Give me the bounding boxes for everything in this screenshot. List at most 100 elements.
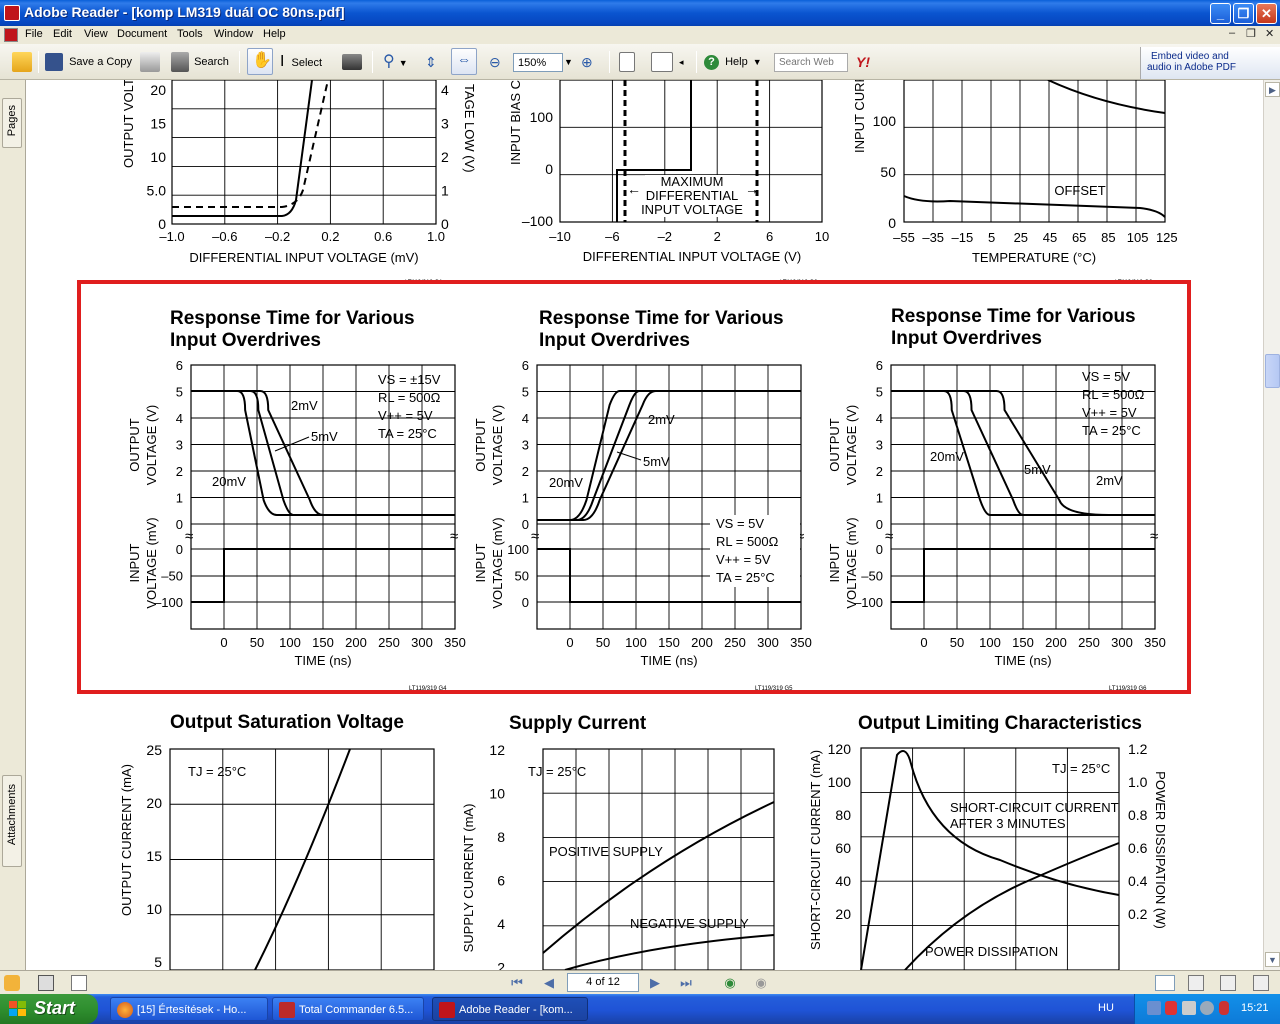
menu-help[interactable]: Help [263, 28, 286, 40]
embed-video-banner[interactable]: Embed video and audio in Adobe PDF [1140, 47, 1280, 79]
zoom-dropdown[interactable]: ▼ [564, 50, 573, 74]
dropdown-arrow-icon: ▼ [398, 58, 408, 68]
arrow-glyph: → [745, 181, 759, 197]
document-info-icon[interactable] [71, 975, 87, 991]
attachments-tab[interactable]: Attachments [2, 775, 22, 867]
menu-document[interactable]: Document [117, 28, 168, 40]
speaker-icon[interactable] [1182, 1001, 1196, 1015]
curve-label: 20mV [549, 475, 583, 490]
document-icon[interactable] [4, 28, 18, 42]
output-response-curve-2mV [537, 390, 801, 521]
first-page-button[interactable]: ⏮ [511, 975, 523, 990]
rotate-button[interactable] [619, 50, 635, 74]
menu-tools[interactable]: Tools [177, 28, 203, 40]
go-back-button[interactable]: ◉ [724, 975, 736, 990]
save-copy-label: Save a Copy [69, 56, 133, 68]
search-button[interactable]: Search [171, 50, 229, 74]
tick-label: 300 [1111, 635, 1133, 650]
bluetooth-icon[interactable] [1219, 1001, 1229, 1015]
menu-edit[interactable]: Edit [53, 28, 72, 40]
tick-label: 1.2 [1128, 741, 1148, 757]
tick-label: –2 [658, 229, 672, 244]
zoom-tool-button[interactable]: ⚲ ▼ [383, 50, 408, 74]
axis-label: DIFFERENTIAL INPUT VOLTAGE (mV) [189, 250, 418, 265]
condition-text: VS = ±15V [378, 372, 441, 387]
single-page-icon[interactable] [1155, 975, 1175, 991]
windows-flag-icon [9, 1001, 26, 1016]
next-page-button[interactable]: ▶ [650, 975, 660, 990]
document-view[interactable]: 20 15 10 5.0 0 4 3 2 1 0 –1.0 –0.6 –0.2 0.2 0.6 1.0 OUTP… [27, 80, 1263, 970]
axis-break: ≈ [450, 528, 458, 545]
condition-text: TJ = 25°C [188, 764, 246, 779]
tick-label: 0 [176, 517, 183, 532]
network-icon[interactable] [1147, 1001, 1161, 1015]
hand-tool-button[interactable]: ✋ [247, 48, 273, 75]
open-button[interactable] [12, 50, 32, 74]
language-indicator[interactable]: HU [1098, 1002, 1114, 1014]
zoom-in-button[interactable]: ⊕ [581, 50, 593, 74]
print-button[interactable] [140, 50, 160, 74]
settings-icon[interactable] [4, 975, 20, 991]
continuous-facing-icon[interactable] [1253, 975, 1269, 991]
annotation-text: DIFFERENTIAL [646, 188, 738, 203]
tick-label: 0 [920, 635, 927, 650]
condition-text: TA = 25°C [716, 570, 775, 585]
condition-text: RL = 500Ω [378, 390, 441, 405]
close-button[interactable]: ✕ [1256, 3, 1277, 24]
previous-page-button[interactable]: ◀ [544, 975, 554, 990]
menu-view[interactable]: View [84, 28, 108, 40]
task-firefox[interactable]: [15] Értesítések - Ho... [110, 997, 268, 1021]
save-copy-button[interactable]: Save a Copy [45, 50, 132, 74]
hardware-icon[interactable] [1200, 1001, 1214, 1015]
tick-label: 100 [507, 542, 529, 557]
minimize-button[interactable]: _ [1210, 3, 1231, 24]
yahoo-button[interactable]: Y! [856, 50, 870, 74]
continuous-icon[interactable] [1188, 975, 1204, 991]
search-web-input[interactable] [774, 53, 848, 72]
shield-icon[interactable] [1165, 1001, 1177, 1015]
doc-minimize-button[interactable]: – [1229, 27, 1236, 39]
axis-label: VOLTAGE (mV) [490, 517, 505, 608]
zoom-level-input[interactable] [513, 53, 563, 72]
tick-label: 0 [876, 542, 883, 557]
tick-label: 0 [566, 635, 573, 650]
page-size-icon[interactable] [38, 975, 54, 991]
offset-vs-temp-curve [903, 195, 1166, 218]
fit-page-button[interactable]: ⇕ [425, 50, 437, 74]
doc-close-button[interactable]: ✕ [1265, 28, 1275, 40]
vertical-scrollbar[interactable]: ▶ ▼ [1263, 80, 1280, 970]
chart-title: Supply Current [509, 713, 647, 734]
clock[interactable]: 15:21 [1241, 1002, 1269, 1014]
scroll-up-arrow[interactable]: ▶ [1265, 82, 1280, 97]
page-layout-button[interactable]: ◂ [651, 50, 684, 74]
chart-code: LT119/319 G5 [755, 686, 793, 692]
task-total-commander[interactable]: Total Commander 6.5... [272, 997, 424, 1021]
facing-icon[interactable] [1220, 975, 1236, 991]
scroll-thumb[interactable] [1265, 354, 1280, 388]
page-number-field[interactable]: 4 of 12 [567, 973, 639, 992]
folder-icon [12, 52, 32, 73]
chart-title: Input Overdrives [891, 328, 1042, 349]
scroll-down-arrow[interactable]: ▼ [1265, 952, 1280, 967]
fit-width-button[interactable]: ⇔ [451, 48, 477, 75]
axis-break: ≈ [885, 528, 893, 545]
start-button[interactable]: Start [0, 994, 98, 1024]
tick-label: 1.0 [427, 229, 445, 244]
menu-window[interactable]: Window [214, 28, 254, 40]
pages-tab[interactable]: Pages [2, 98, 22, 148]
zoom-out-button[interactable]: ⊖ [489, 50, 501, 74]
menu-file[interactable]: File [25, 28, 43, 40]
last-page-button[interactable]: ⏭ [680, 975, 692, 990]
go-forward-button[interactable]: ◉ [755, 975, 767, 990]
tick-label: 2 [441, 149, 449, 165]
task-adobe-reader[interactable]: Adobe Reader - [kom... [432, 997, 588, 1021]
doc-restore-button[interactable]: ❐ [1246, 28, 1256, 40]
snapshot-button[interactable] [342, 50, 362, 74]
maximize-button[interactable]: ❐ [1233, 3, 1254, 24]
tick-label: 100 [625, 635, 647, 650]
help-button[interactable]: ? Help ▼ [704, 50, 762, 74]
toolbar-separator [696, 51, 697, 73]
select-tool-button[interactable]: Ⅰ Select [280, 50, 322, 74]
axis-label: INPUT [127, 543, 142, 582]
task-label: [15] Értesítések - Ho... [137, 1004, 247, 1016]
